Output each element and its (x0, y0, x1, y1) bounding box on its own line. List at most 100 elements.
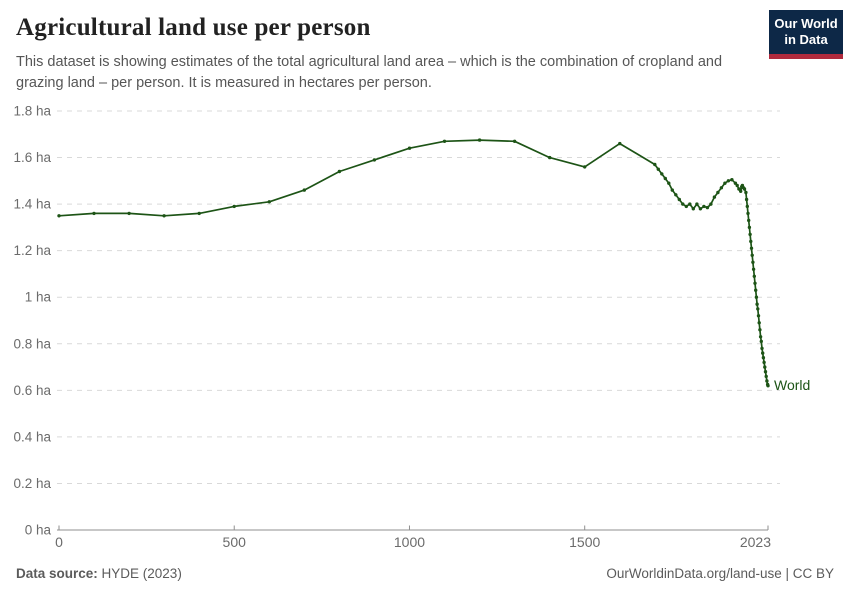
data-point[interactable] (763, 365, 767, 369)
data-point[interactable] (744, 197, 749, 202)
data-point[interactable] (754, 295, 759, 299)
data-point[interactable] (337, 169, 342, 174)
data-point[interactable] (442, 139, 447, 143)
data-point[interactable] (739, 189, 743, 193)
data-point[interactable] (754, 288, 758, 292)
y-axis-tick-label: 0.8 ha (13, 336, 51, 351)
x-axis-tick-label: 1500 (569, 534, 600, 550)
y-axis-tick-label: 1.8 ha (13, 104, 51, 119)
chart-subtitle: This dataset is showing estimates of the… (16, 54, 723, 92)
data-point[interactable] (302, 188, 306, 192)
data-point[interactable] (766, 384, 770, 388)
data-point[interactable] (512, 139, 517, 143)
data-point[interactable] (751, 267, 756, 271)
data-point[interactable] (737, 187, 741, 191)
data-point[interactable] (745, 204, 749, 209)
data-point[interactable] (232, 204, 236, 209)
attribution-link[interactable]: OurWorldinData.org/land-use | CC BY (606, 566, 834, 581)
data-point[interactable] (726, 179, 731, 183)
data-point[interactable] (747, 225, 752, 230)
data-point[interactable] (763, 370, 768, 374)
data-point[interactable] (656, 167, 660, 171)
data-point[interactable] (583, 165, 587, 169)
data-point[interactable] (758, 335, 763, 339)
data-point[interactable] (758, 328, 762, 332)
data-point[interactable] (267, 200, 271, 204)
data-point[interactable] (653, 162, 657, 167)
data-point[interactable] (681, 202, 685, 206)
data-point[interactable] (477, 138, 482, 142)
data-point[interactable] (197, 211, 201, 216)
data-point[interactable] (735, 183, 739, 188)
data-point[interactable] (719, 186, 724, 190)
series-label: World (774, 377, 810, 393)
data-point[interactable] (756, 307, 760, 311)
data-point[interactable] (755, 302, 759, 306)
data-point[interactable] (716, 190, 720, 195)
data-point[interactable] (674, 193, 678, 197)
data-point[interactable] (761, 356, 766, 360)
data-point[interactable] (749, 246, 754, 250)
data-point[interactable] (730, 178, 734, 182)
data-point[interactable] (751, 260, 755, 264)
data-point[interactable] (753, 281, 757, 285)
data-point[interactable] (127, 211, 131, 216)
data-source: Data source: HYDE (2023) (16, 566, 182, 581)
data-line[interactable] (58, 139, 769, 387)
data-point[interactable] (670, 188, 674, 192)
data-point[interactable] (660, 172, 664, 176)
data-point[interactable] (761, 351, 765, 355)
data-point[interactable] (407, 146, 412, 150)
data-point[interactable] (723, 181, 727, 185)
data-point[interactable] (750, 253, 754, 257)
data-point[interactable] (749, 239, 753, 244)
data-point[interactable] (698, 207, 703, 211)
page-title: Agricultural land use per person (16, 14, 371, 41)
data-point[interactable] (760, 346, 764, 351)
data-point[interactable] (372, 158, 377, 162)
x-axis-tick-label: 500 (223, 534, 247, 550)
data-point[interactable] (756, 314, 761, 318)
data-source-label: Data source: (16, 566, 98, 581)
y-axis-tick-label: 1.2 ha (13, 243, 51, 258)
data-point[interactable] (688, 202, 692, 206)
data-point[interactable] (618, 141, 622, 146)
data-point[interactable] (705, 205, 710, 210)
data-point[interactable] (162, 214, 166, 218)
data-point[interactable] (757, 321, 761, 325)
data-point[interactable] (712, 195, 717, 199)
y-axis-tick-label: 0 ha (25, 523, 52, 538)
data-point[interactable] (57, 214, 61, 218)
y-axis-tick-label: 0.2 ha (13, 476, 51, 491)
data-point[interactable] (695, 202, 699, 206)
data-point[interactable] (702, 204, 706, 209)
data-point[interactable] (752, 274, 756, 278)
owid-logo[interactable]: Our World in Data (769, 10, 843, 59)
data-point[interactable] (733, 181, 738, 185)
data-point[interactable] (684, 204, 688, 209)
x-axis-tick-label: 0 (55, 534, 63, 550)
data-point[interactable] (667, 181, 671, 185)
owid-logo-line1: Our World (774, 16, 838, 31)
data-point[interactable] (744, 190, 748, 195)
x-axis-tick-label: 2023 (740, 534, 771, 550)
data-point[interactable] (765, 379, 769, 383)
data-point[interactable] (748, 232, 752, 237)
data-point[interactable] (691, 207, 695, 211)
data-point[interactable] (677, 197, 681, 202)
data-point[interactable] (746, 211, 750, 216)
data-point[interactable] (663, 176, 667, 181)
y-axis-tick-label: 1.6 ha (13, 150, 51, 165)
y-axis-tick-label: 0.4 ha (13, 429, 51, 444)
chart-footer: Data source: HYDE (2023) OurWorldinData.… (16, 566, 834, 581)
data-point[interactable] (762, 360, 766, 365)
data-point[interactable] (548, 155, 552, 160)
data-point[interactable] (747, 218, 751, 223)
data-point[interactable] (742, 187, 747, 191)
data-point[interactable] (759, 339, 763, 344)
data-point[interactable] (764, 374, 768, 379)
data-point[interactable] (709, 202, 713, 206)
data-point[interactable] (92, 211, 96, 216)
